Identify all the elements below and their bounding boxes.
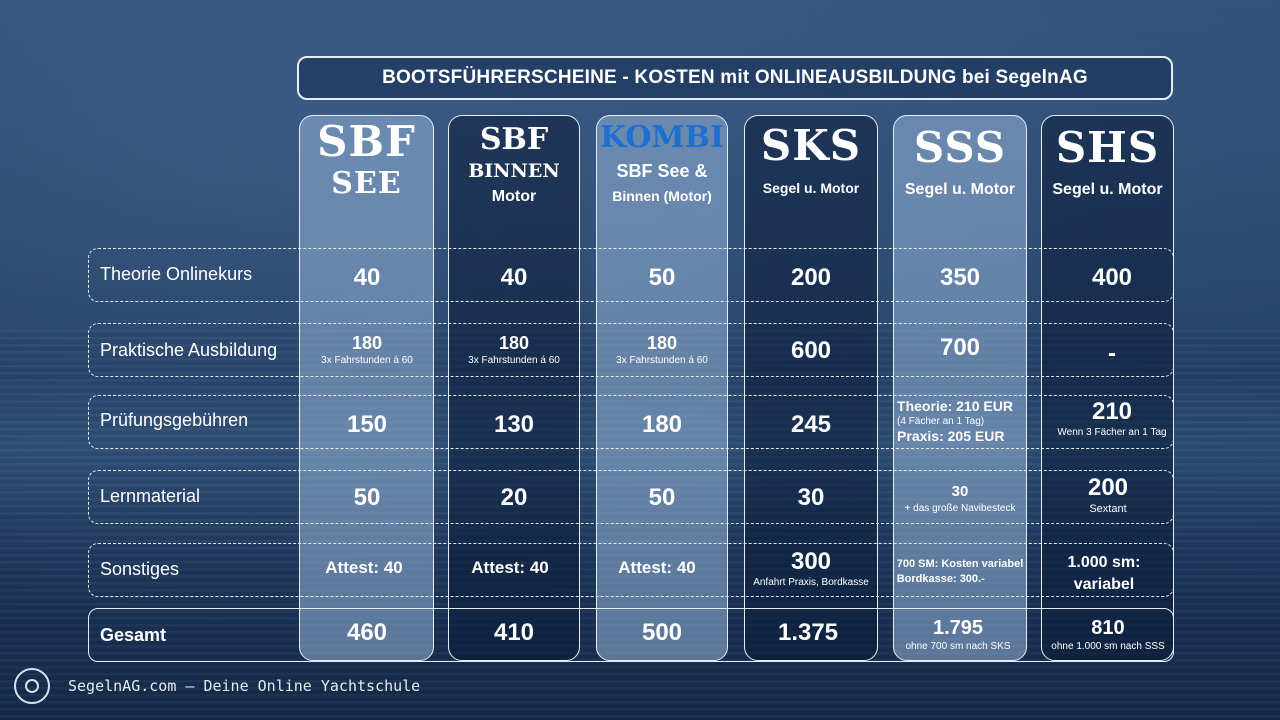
header-title: SBF bbox=[317, 117, 416, 166]
cell: 700 SM: Kosten variabel Bordkasse: 300.- bbox=[896, 558, 1024, 585]
cell: 200 bbox=[790, 264, 832, 291]
cell: 300 Anfahrt Praxis, Bordkasse bbox=[753, 548, 869, 588]
cell: 180 3x Fahrstunden á 60 bbox=[616, 333, 708, 366]
row-label-lernmaterial: Lernmaterial bbox=[100, 486, 201, 506]
row-frame-gesamt bbox=[88, 608, 1174, 662]
footer: SegelnAG.com – Deine Online Yachtschule bbox=[14, 668, 420, 704]
column-sbf-binnen bbox=[448, 115, 580, 661]
ship-wheel-icon bbox=[14, 668, 50, 704]
cell: 810 ohne 1.000 sm nach SSS bbox=[1051, 617, 1165, 652]
row-label-pruefung: Prüfungsgebühren bbox=[100, 410, 249, 430]
column-kombi bbox=[596, 115, 728, 661]
header-title: SBF bbox=[479, 122, 549, 157]
cell: Theorie: 210 EUR (4 Fächer an 1 Tag) Pra… bbox=[897, 398, 1013, 444]
cell: Attest: 40 bbox=[471, 558, 549, 577]
cell: 400 bbox=[1091, 264, 1133, 291]
column-shs bbox=[1041, 115, 1174, 661]
row-frame-lernmaterial bbox=[88, 470, 1174, 524]
cell: 50 bbox=[648, 484, 676, 511]
header-title: SHS bbox=[1055, 123, 1160, 172]
cell: 180 bbox=[641, 411, 683, 438]
row-label-sonstiges: Sonstiges bbox=[100, 559, 180, 579]
header-shs: SHS Segel u. Motor bbox=[1041, 126, 1174, 210]
header-subtitle: Segel u. Motor bbox=[1052, 181, 1163, 198]
cell: 600 bbox=[790, 337, 832, 364]
cell: - bbox=[1108, 340, 1116, 367]
cell: 460 bbox=[346, 619, 388, 646]
row-label-theorie: Theorie Onlinekurs bbox=[100, 264, 253, 284]
cell: 130 bbox=[493, 411, 535, 438]
header-subtitle: BINNEN bbox=[468, 160, 560, 182]
cell: 40 bbox=[500, 264, 528, 291]
cell: 1.795 ohne 700 sm nach SKS bbox=[905, 617, 1011, 652]
cell: 150 bbox=[346, 411, 388, 438]
cell: 200 Sextant bbox=[1087, 474, 1129, 515]
cell: 180 3x Fahrstunden á 60 bbox=[468, 333, 560, 366]
row-frame-theorie bbox=[88, 248, 1174, 302]
cell: 700 bbox=[939, 334, 981, 361]
cell: 30 + das große Navibesteck bbox=[904, 483, 1016, 514]
row-frame-praxis bbox=[88, 323, 1174, 377]
cell: 40 bbox=[353, 264, 381, 291]
footer-text: SegelnAG.com – Deine Online Yachtschule bbox=[68, 677, 421, 695]
header-title: SKS bbox=[760, 121, 862, 170]
column-sks bbox=[744, 115, 878, 661]
header-subtitle: SBF See & bbox=[616, 161, 708, 181]
cell: 50 bbox=[648, 264, 676, 291]
cell: 20 bbox=[500, 484, 528, 511]
page-title: BOOTSFÜHRERSCHEINE - KOSTEN mit ONLINEAU… bbox=[297, 56, 1173, 100]
cell: 350 bbox=[939, 264, 981, 291]
header-sks: SKS Segel u. Motor bbox=[744, 124, 878, 208]
header-sbf-see: SBF SEE bbox=[299, 120, 434, 204]
header-subtitle: SEE bbox=[331, 166, 402, 201]
header-title: KOMBI bbox=[600, 120, 724, 155]
header-sbf-binnen: SBF BINNEN Motor bbox=[448, 122, 580, 210]
header-subtitle: Segel u. Motor bbox=[904, 181, 1016, 198]
cell: 1.000 sm: variabel bbox=[1067, 554, 1141, 593]
cell: 210 Wenn 3 Fächer an 1 Tag bbox=[1057, 398, 1167, 438]
cell: 30 bbox=[797, 484, 825, 511]
row-label-gesamt: Gesamt bbox=[100, 625, 167, 645]
header-kombi: KOMBI SBF See & Binnen (Motor) bbox=[596, 120, 728, 206]
header-title: SSS bbox=[913, 123, 1007, 172]
cell: 245 bbox=[790, 411, 832, 438]
cell: 410 bbox=[493, 619, 535, 646]
header-sss: SSS Segel u. Motor bbox=[893, 126, 1027, 210]
header-note: Motor bbox=[491, 188, 537, 205]
cell: 500 bbox=[641, 619, 683, 646]
row-label-praxis: Praktische Ausbildung bbox=[100, 340, 278, 360]
row-frame-pruefung bbox=[88, 395, 1174, 449]
cell: 180 3x Fahrstunden á 60 bbox=[321, 333, 413, 366]
row-frame-sonstiges bbox=[88, 543, 1174, 597]
cell: 1.375 bbox=[777, 619, 839, 646]
header-note: Binnen (Motor) bbox=[612, 188, 712, 204]
cell: Attest: 40 bbox=[325, 558, 403, 577]
cell: Attest: 40 bbox=[618, 558, 696, 577]
column-sss bbox=[893, 115, 1027, 661]
column-sbf-see bbox=[299, 115, 434, 661]
header-subtitle: Segel u. Motor bbox=[762, 180, 860, 196]
cell: 50 bbox=[353, 484, 381, 511]
